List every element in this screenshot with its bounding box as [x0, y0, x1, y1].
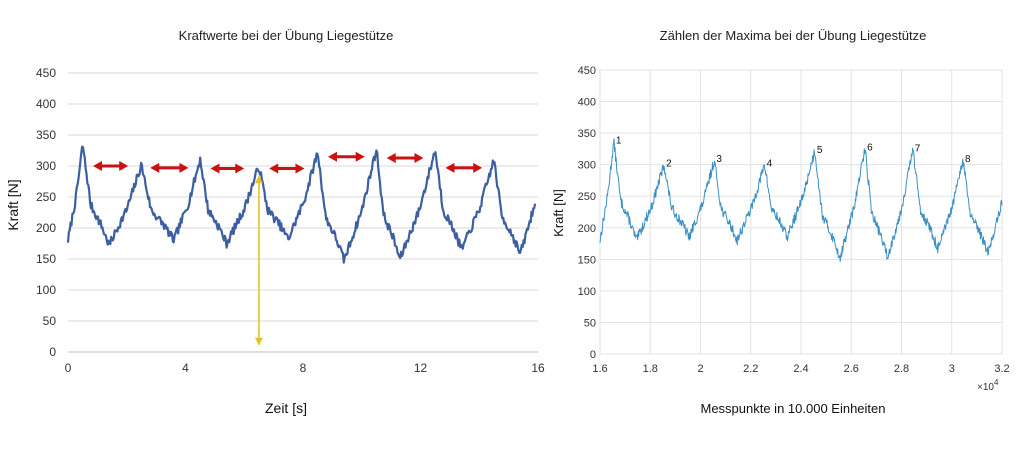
double-arrow	[92, 161, 129, 171]
x-tick-label: 1.8	[643, 363, 658, 375]
y-tick-label: 0	[49, 345, 56, 359]
vertical-peak-arrow	[254, 175, 263, 346]
peak-number-labels: 1 2 3 4 5 6 7 8	[616, 135, 971, 169]
y-tick-label: 450	[578, 65, 596, 77]
y-tick-label: 50	[584, 317, 596, 329]
y-tick-label: 150	[36, 252, 56, 266]
peak-label: 7	[915, 144, 921, 155]
x-tick-label: 3.2	[994, 363, 1009, 375]
x-tick-label: 1.6	[592, 363, 607, 375]
x-multiplier-exponent: 4	[994, 378, 999, 387]
x-tick-label: 2.6	[844, 363, 859, 375]
y-tick-label: 300	[36, 159, 56, 173]
y-tick-labels: 0 50 100 150 200 250 300 350 400 450	[578, 65, 596, 361]
y-tick-label: 50	[43, 314, 57, 328]
y-tick-label: 100	[578, 286, 596, 298]
x-tick-label: 3	[949, 363, 955, 375]
double-arrow	[269, 163, 305, 174]
peak-label: 8	[965, 154, 971, 165]
double-arrow	[445, 162, 483, 173]
y-tick-label: 150	[578, 254, 596, 266]
horizontal-gridlines	[68, 72, 538, 353]
peak-label: 2	[666, 159, 672, 170]
y-tick-label: 350	[36, 128, 56, 142]
x-tick-label: 2.2	[743, 363, 758, 375]
y-tick-label: 250	[36, 190, 56, 204]
peak-label: 3	[716, 154, 722, 165]
y-tick-label: 400	[578, 97, 596, 109]
double-arrow	[327, 151, 365, 162]
peak-label: 5	[817, 145, 823, 156]
x-tick-labels: 0 4 8 12 16	[65, 361, 545, 375]
x-tick-label: 12	[414, 361, 428, 375]
y-tick-label: 100	[36, 283, 56, 297]
peak-label: 1	[616, 135, 622, 146]
x-multiplier-label: ×104	[977, 378, 999, 393]
chart-title: Zählen der Maxima bei der Übung Liegestü…	[660, 28, 927, 43]
x-tick-label: 16	[531, 361, 545, 375]
x-tick-label: 2.4	[793, 363, 808, 375]
y-tick-label: 450	[36, 66, 56, 80]
x-tick-label: 0	[65, 361, 72, 375]
double-arrow	[386, 152, 424, 163]
x-axis-label: Zeit [s]	[265, 400, 307, 416]
x-axis-label: Messpunkte in 10.000 Einheiten	[700, 401, 885, 416]
x-tick-label: 2.8	[894, 363, 909, 375]
peak-label: 6	[867, 142, 873, 153]
x-tick-label: 4	[182, 361, 189, 375]
y-tick-label: 0	[590, 349, 596, 361]
y-axis-label: Kraft [N]	[551, 189, 566, 237]
double-arrow	[210, 163, 245, 174]
x-tick-label: 2	[697, 363, 703, 375]
y-tick-label: 250	[578, 191, 596, 203]
y-tick-label: 400	[36, 97, 56, 111]
double-arrow	[150, 162, 189, 173]
chart-title: Kraftwerte bei der Übung Liegestütze	[179, 28, 394, 43]
y-axis-label: Kraft [N]	[5, 179, 21, 230]
peak-label: 4	[767, 159, 773, 170]
y-tick-label: 200	[578, 223, 596, 235]
x-multiplier-base: ×10	[977, 382, 994, 393]
y-tick-label: 350	[578, 128, 596, 140]
force-time-chart: Kraftwerte bei der Übung Liegestütze 0 50…	[5, 28, 545, 416]
y-tick-label: 200	[36, 221, 56, 235]
period-arrows	[92, 151, 483, 174]
force-series-line	[66, 145, 537, 264]
x-tick-labels: 1.6 1.8 2 2.2 2.4 2.6 2.8 3 3.2	[592, 363, 1009, 375]
y-tick-label: 300	[578, 160, 596, 172]
y-tick-labels: 0 50 100 150 200 250 300 350 400 450	[36, 66, 56, 359]
maxima-count-chart: Zählen der Maxima bei der Übung Liegestü…	[551, 28, 1010, 416]
force-series-line	[599, 138, 1003, 262]
x-tick-label: 8	[300, 361, 307, 375]
